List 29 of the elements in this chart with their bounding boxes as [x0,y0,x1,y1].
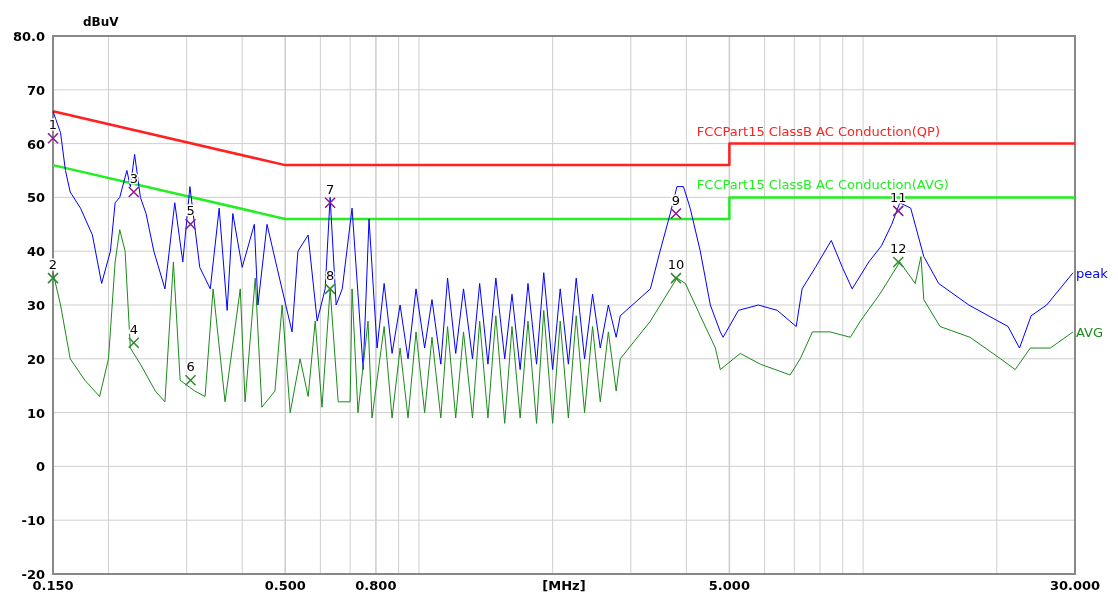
series-label: FCCPart15 ClassB AC Conduction(QP) [696,123,940,139]
annotation: 7 [325,181,335,197]
annotation: 9 [671,192,681,208]
y-tick-label: 50 [26,190,45,206]
y-tick-label: 70 [26,82,45,98]
x-tick-label: 30.000 [1049,578,1101,593]
annotation: 4 [129,321,138,337]
y-tick-label: 30 [26,298,45,313]
y-tick-label: 10 [26,405,45,421]
y-axis-title: dBuV [83,15,120,29]
annotation: 8 [325,267,335,283]
x-tick-label: 0.800 [355,578,397,593]
x-tick-label: 0.500 [264,578,306,593]
annotation: 1 [48,117,58,133]
x-axis-title: [MHz] [542,578,586,593]
series-label: FCCPart15 ClassB AC Conduction(AVG) [696,177,949,193]
annotation: 12 [889,240,907,256]
y-tick-label: 60 [26,136,45,152]
y-tick-label: 80.0 [12,29,45,44]
y-tick-label: 40 [26,244,45,260]
series-label: peak [1076,265,1109,281]
x-tick-label: 5.000 [708,578,750,593]
y-tick-label: 20 [26,351,45,367]
annotation: 6 [186,359,195,375]
annotation: 10 [667,257,685,273]
y-tick-label: -10 [21,513,45,529]
series-label: AVG [1076,324,1104,340]
y-tick-label: 0 [35,459,45,475]
annotation: 2 [48,257,58,273]
